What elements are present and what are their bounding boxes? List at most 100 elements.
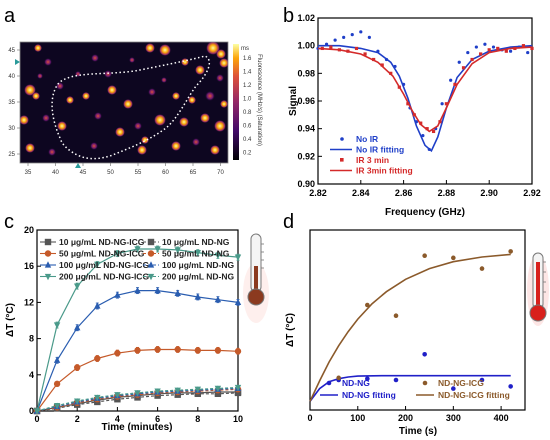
heatmap-y-tick-label: 30 <box>8 126 15 132</box>
data-point-d <box>508 249 513 254</box>
y-tick-label-b: 0.92 <box>297 151 315 161</box>
heatmap-y-tick-label: 25 <box>8 152 15 158</box>
legend-label-b: No IR fitting <box>356 145 404 155</box>
legend-label-d: ND-NG <box>342 378 370 388</box>
x-tick-label-d: 300 <box>446 413 461 423</box>
y-axis-label-d: ΔT (°C) <box>285 313 296 347</box>
series-c <box>33 245 242 415</box>
colorbar-tick-label: 1.2 <box>243 83 252 89</box>
heatmap-y-tick-label: 45 <box>8 48 15 54</box>
x-tick-label-c: 10 <box>233 414 243 424</box>
y-tick-label-b: 1.00 <box>297 41 315 51</box>
data-point-c <box>214 295 222 303</box>
data-point-c <box>114 250 121 258</box>
x-tick-label-d: 100 <box>350 413 365 423</box>
x-tick-label-b: 2.88 <box>438 188 456 198</box>
data-point-b <box>457 60 461 64</box>
x-tick-label-c: 6 <box>155 414 160 424</box>
data-point-b <box>526 50 530 55</box>
legend-label-d: ND-NG-ICG <box>438 378 484 388</box>
data-point-c <box>134 286 141 294</box>
data-point-c <box>214 390 222 398</box>
x-tick-label-c: 2 <box>75 414 80 424</box>
legend-marker-c <box>44 273 52 281</box>
data-point-b <box>509 49 513 53</box>
heat-spot <box>148 88 156 96</box>
panel-a-heatmap: 35 40 45 50 55 60 65 70 45 40 35 30 25 1.6 1.4 1.2 1.0… <box>8 41 262 176</box>
series-line-d <box>309 253 511 402</box>
data-point-c <box>214 347 222 354</box>
y-tick-label-b: 1.02 <box>297 13 315 23</box>
heat-spot <box>56 82 64 90</box>
heatmap-y-tick-label: 35 <box>8 100 15 106</box>
heatmap-x-tick-label: 50 <box>107 170 114 176</box>
colorbar-tick-label: 0.2 <box>243 151 252 157</box>
legend-marker-d <box>326 380 332 386</box>
data-point-b <box>479 52 483 56</box>
heat-spot <box>205 91 215 101</box>
colorbar-label: Fluorescence (MHz/s) (Saturation) <box>256 54 262 146</box>
heat-spot <box>137 145 147 155</box>
colorbar <box>233 44 239 160</box>
data-point-b <box>521 44 526 48</box>
data-point-d <box>451 386 456 391</box>
legend-c: 10 μg/mL ND-NG-ICG 10 μg/mL ND-NG 50 μg/mL… <box>40 237 235 282</box>
data-point-c <box>194 386 201 394</box>
x-marker-icon <box>75 163 81 168</box>
data-point-c <box>74 364 81 371</box>
x-axis-label-b: Frequency (GHz) <box>385 207 465 218</box>
data-point-c <box>174 346 181 353</box>
panel-b-chart: 2.82 2.84 2.86 2.88 2.90 2.92 0.90 0.92 0.94 0.96… <box>288 13 541 218</box>
heat-spot <box>214 120 226 132</box>
data-point-c <box>134 390 141 397</box>
heatmap-y-tick-label: 40 <box>8 74 15 80</box>
y-tick-label-c: 0 <box>29 406 34 416</box>
y-tick-label-c: 8 <box>29 334 34 344</box>
thermometer-icon <box>243 233 269 323</box>
data-point-c <box>234 254 242 261</box>
data-point-b <box>333 38 337 42</box>
panel-label-c: c <box>4 211 14 233</box>
data-point-c <box>114 392 121 399</box>
legend-d: ND-NG ND-NG fitting ND-NG-ICG ND-NG-ICG fit… <box>320 378 510 400</box>
panel-label-b: b <box>283 5 294 27</box>
legend-label-d: ND-NG fitting <box>342 390 396 400</box>
data-point-c <box>33 408 41 415</box>
data-point-b <box>350 33 354 37</box>
heat-spot <box>159 44 171 56</box>
heat-spot <box>210 145 220 155</box>
data-point-b <box>530 46 534 51</box>
x-tick-label-d: 400 <box>494 413 509 423</box>
legend-marker-c <box>44 238 52 246</box>
heat-spot <box>145 43 155 53</box>
data-point-c <box>53 322 61 329</box>
data-point-c <box>74 323 81 331</box>
heatmap-x-tick-label: 60 <box>162 170 169 176</box>
data-point-c <box>234 298 242 305</box>
legend-marker-c <box>44 261 52 268</box>
data-point-d <box>393 377 399 383</box>
data-point-b <box>359 30 363 34</box>
x-tick-label-b: 2.82 <box>309 188 327 198</box>
heat-spot <box>104 70 112 78</box>
series-b <box>316 30 534 153</box>
data-point-c <box>94 394 101 402</box>
data-point-c <box>114 349 121 357</box>
data-point-b <box>466 50 470 55</box>
heat-spot <box>48 148 56 156</box>
data-point-c <box>94 302 101 309</box>
axis-ticks-d: 0 100 200 300 400 <box>307 406 509 423</box>
data-point-b <box>461 66 466 70</box>
data-point-b <box>474 45 478 49</box>
data-point-d <box>508 384 513 389</box>
x-axis-label-d: Time (s) <box>399 426 437 437</box>
data-point-d <box>365 302 370 308</box>
panel-d-chart: 0 100 200 300 400 ND-NG ND-NG fitting ND-NG-IC… <box>285 229 549 437</box>
data-point-b <box>342 35 346 39</box>
x-axis-label-c: Time (minutes) <box>102 422 173 433</box>
legend-label-c: 100 μg/mL ND-NG-ICG <box>59 260 149 270</box>
heatmap-x-tick-label: 45 <box>80 170 87 176</box>
data-point-b <box>487 48 491 52</box>
x-tick-label-d: 200 <box>398 413 413 423</box>
